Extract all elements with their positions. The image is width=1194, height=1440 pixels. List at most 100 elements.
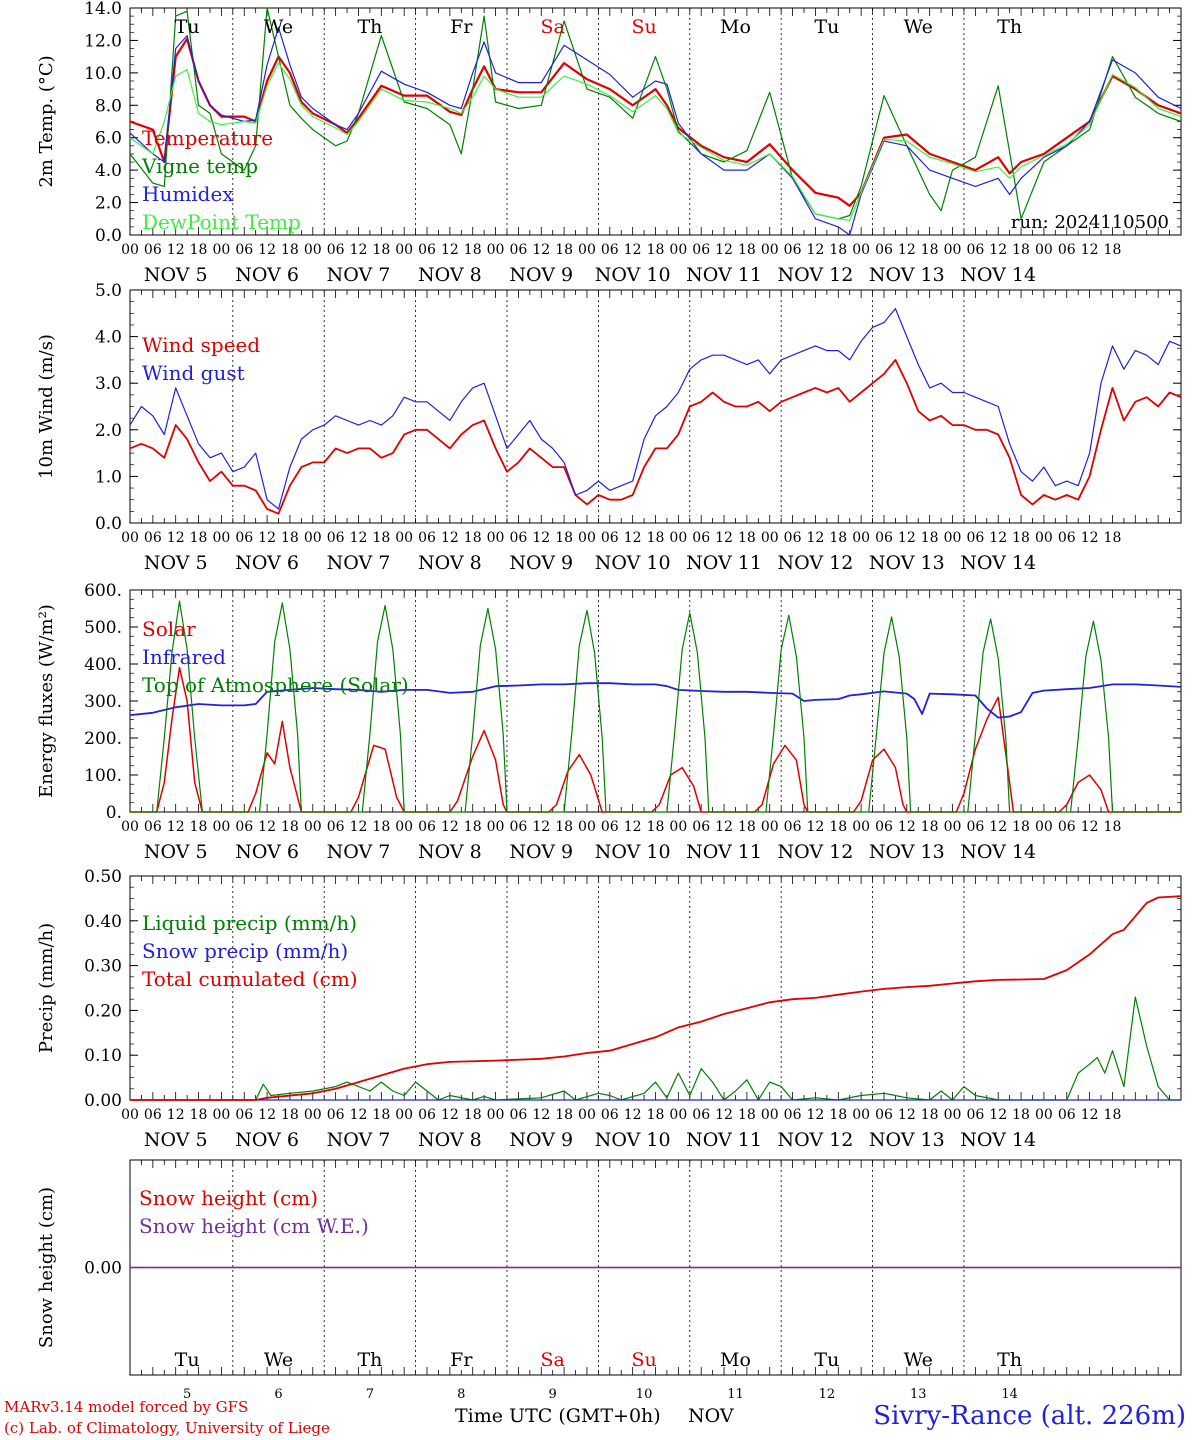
x-hour-label: 06: [509, 1107, 527, 1123]
x-hour-label: 00: [304, 819, 322, 835]
x-hour-label: 00: [487, 819, 505, 835]
y-tick-label: 0.0: [95, 226, 122, 246]
weekday-label: Th: [357, 16, 382, 38]
x-hour-label: 00: [761, 819, 779, 835]
y-tick-label: 0.50: [84, 867, 122, 887]
panel-frame: [129, 589, 1182, 813]
y-tick-label: 4.0: [95, 161, 122, 181]
x-day-label: NOV 7: [327, 552, 391, 574]
station-name: Sivry-Rance (alt. 226m): [873, 1401, 1186, 1431]
x-hour-label: 18: [1104, 819, 1122, 835]
x-hour-label: 06: [875, 242, 893, 258]
x-hour-label: 06: [601, 1107, 619, 1123]
y-tick-label: 0.30: [84, 957, 122, 977]
x-hour-label: 12: [898, 530, 916, 546]
x-hour-label: 00: [395, 819, 413, 835]
x-hour-label: 18: [1012, 1107, 1030, 1123]
weekday-label: We: [264, 16, 293, 38]
x-hour-label: 06: [1058, 530, 1076, 546]
x-day-label: NOV 14: [960, 552, 1036, 574]
x-hour-label: 06: [327, 1107, 345, 1123]
x-day-label: NOV 7: [327, 264, 391, 286]
x-hour-label: 18: [738, 530, 756, 546]
weekday-label: Su: [631, 16, 656, 38]
weekday-label: We: [904, 16, 933, 38]
x-hour-label: 06: [966, 819, 984, 835]
weekday-label: Fr: [450, 16, 473, 38]
x-hour-label: 00: [761, 530, 779, 546]
x-day-label: NOV 5: [144, 264, 208, 286]
x-hour-label: 00: [212, 530, 230, 546]
series-line: [130, 996, 1181, 1101]
x-hour-label: 00: [578, 530, 596, 546]
legend-entry: Infrared: [142, 645, 226, 669]
x-hour-label: 12: [350, 530, 368, 546]
x-hour-label: 12: [258, 1107, 276, 1123]
x-hour-label: 00: [304, 530, 322, 546]
x-hour-label: 00: [944, 819, 962, 835]
x-hour-label: 06: [601, 530, 619, 546]
x-hour-label: 06: [327, 819, 345, 835]
x-hour-label: 00: [669, 819, 687, 835]
lab-credit: (c) Lab. of Climatology, University of L…: [4, 1419, 330, 1437]
x-hour-label: 18: [555, 242, 573, 258]
x-hour-label: 00: [578, 819, 596, 835]
x-day-label: NOV 14: [960, 841, 1036, 863]
x-hour-label: 12: [441, 242, 459, 258]
x-hour-label: 06: [509, 530, 527, 546]
x-day-label: NOV 11: [686, 841, 762, 863]
y-tick-label: 0.: [106, 803, 122, 823]
x-hour-label: 18: [647, 819, 665, 835]
x-hour-label: 00: [1035, 1107, 1053, 1123]
x-hour-label: 12: [898, 819, 916, 835]
x-hour-label: 00: [212, 242, 230, 258]
x-hour-label: 00: [212, 819, 230, 835]
legend-entry: Snow precip (mm/h): [142, 939, 348, 963]
y-tick-label: 2.0: [95, 421, 122, 441]
x-hour-label: 18: [738, 1107, 756, 1123]
x-day-label: NOV 6: [235, 841, 299, 863]
x-day-label: NOV 12: [778, 1129, 854, 1151]
x-hour-label: 12: [807, 530, 825, 546]
y-tick-label: 8.0: [95, 96, 122, 116]
snow-weekday-label: Fr: [450, 1349, 473, 1371]
x-hour-label: 00: [1035, 530, 1053, 546]
x-hour-label: 18: [464, 530, 482, 546]
x-hour-label: 00: [761, 242, 779, 258]
x-hour-label: 06: [144, 1107, 162, 1123]
y-tick-label: 0.00: [84, 1259, 122, 1279]
x-hour-label: 18: [190, 819, 208, 835]
legend-entry: Vigne temp: [141, 154, 258, 178]
x-hour-label: 06: [875, 819, 893, 835]
y-axis-label: 10m Wind (m/s): [36, 334, 57, 479]
x-hour-label: 06: [966, 530, 984, 546]
day-number-label: 11: [727, 1387, 744, 1402]
snow-weekday-label: We: [264, 1349, 293, 1371]
legend-entry: Snow height (cm W.E.): [139, 1214, 369, 1238]
x-hour-label: 12: [624, 530, 642, 546]
x-day-label: NOV 6: [235, 264, 299, 286]
x-day-label: NOV 13: [869, 552, 945, 574]
x-hour-label: 00: [121, 530, 139, 546]
y-tick-label: 0.0: [95, 514, 122, 534]
x-hour-label: 12: [532, 1107, 550, 1123]
x-hour-label: 18: [372, 1107, 390, 1123]
y-tick-label: 12.0: [84, 31, 122, 51]
x-day-label: NOV 5: [144, 552, 208, 574]
y-axis-label: Precip (mm/h): [36, 923, 57, 1053]
snow-weekday-label: We: [904, 1349, 933, 1371]
x-hour-label: 12: [989, 530, 1007, 546]
x-hour-label: 12: [532, 242, 550, 258]
x-day-label: NOV 11: [686, 1129, 762, 1151]
x-hour-label: 00: [212, 1107, 230, 1123]
x-hour-label: 18: [372, 242, 390, 258]
x-axis-title: Time UTC (GMT+0h): [455, 1405, 661, 1427]
x-hour-label: 06: [509, 819, 527, 835]
x-hour-label: 12: [532, 530, 550, 546]
x-hour-label: 06: [144, 819, 162, 835]
x-hour-label: 00: [852, 242, 870, 258]
x-hour-label: 00: [1035, 242, 1053, 258]
legend-entry: Snow height (cm): [139, 1186, 318, 1210]
x-hour-label: 00: [669, 242, 687, 258]
y-axis-label: 2m Temp. (°C): [36, 55, 57, 187]
